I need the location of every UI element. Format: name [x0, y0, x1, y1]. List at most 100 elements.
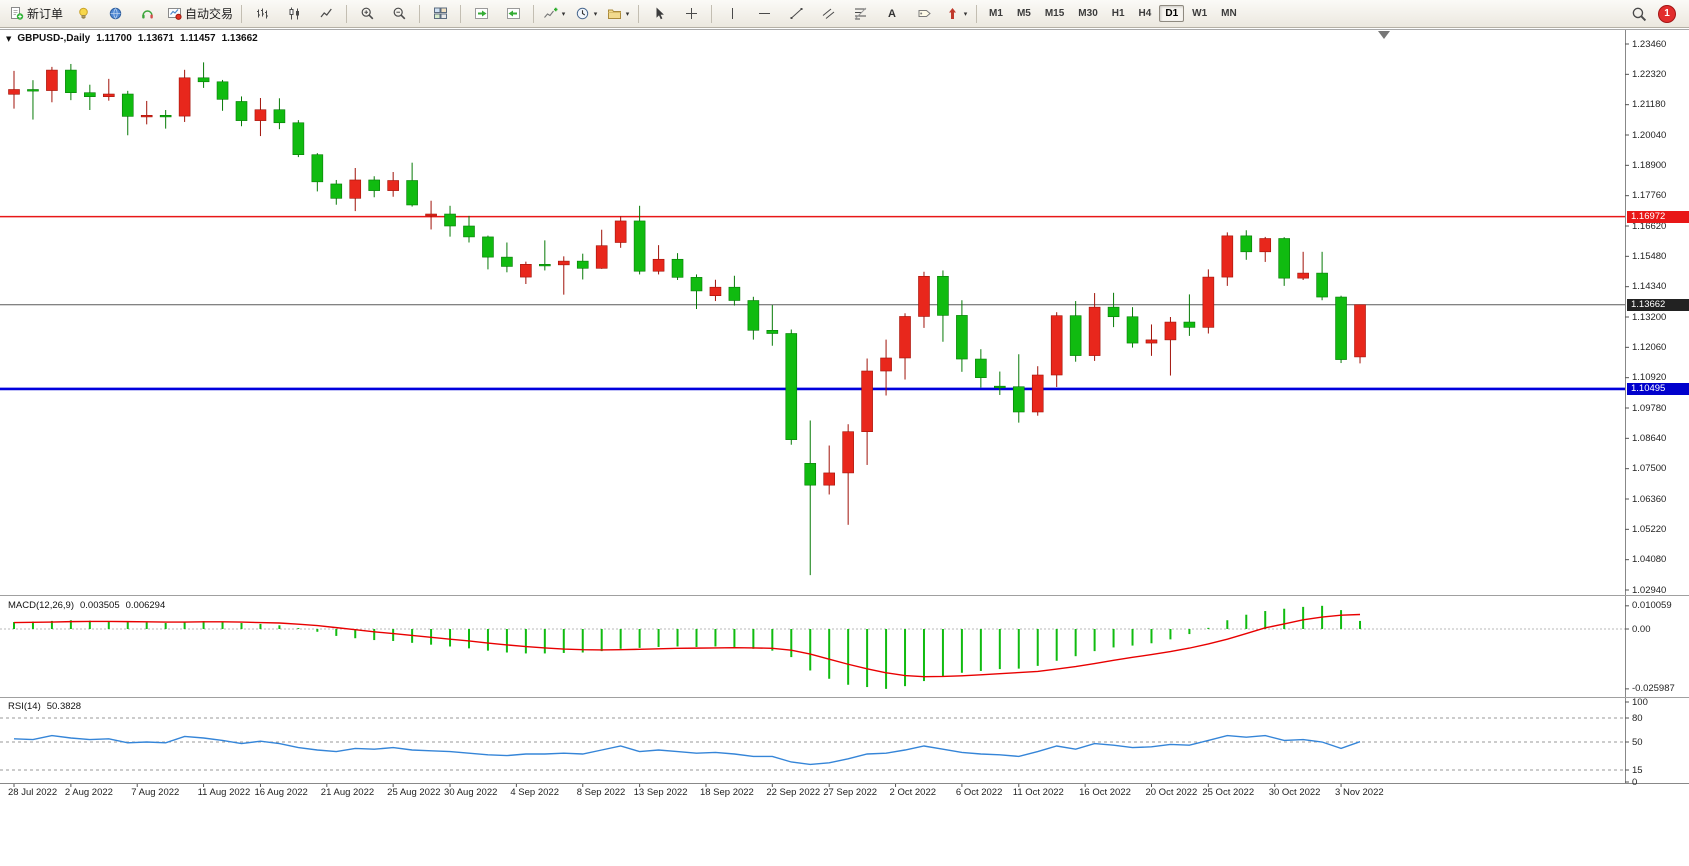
- timeframe-button-M15[interactable]: M15: [1044, 8, 1065, 19]
- label-button[interactable]: [908, 2, 940, 26]
- channel-button[interactable]: [812, 2, 844, 26]
- zoom-out-button[interactable]: [383, 2, 415, 26]
- bar-chart-icon: [256, 8, 268, 19]
- notification-badge[interactable]: 1: [1658, 4, 1676, 23]
- autoscroll-button[interactable]: [465, 2, 497, 26]
- rsi-value: 50.3828: [46, 701, 82, 712]
- folder-icon: [607, 9, 621, 19]
- candle: [1107, 306, 1120, 318]
- trendline-button[interactable]: [780, 2, 812, 26]
- candle: [709, 286, 722, 297]
- arrow-up-icon: [948, 8, 956, 19]
- label-tag-icon: [918, 10, 931, 17]
- candle: [216, 81, 229, 100]
- zoom-in-button[interactable]: [351, 2, 383, 26]
- autotrading-button[interactable]: 自动交易: [163, 2, 237, 26]
- timeframe-button-M1[interactable]: M1: [989, 8, 1003, 19]
- candle: [975, 358, 987, 378]
- toolbar-separator: [638, 4, 640, 23]
- candle: [842, 431, 854, 474]
- signals-button[interactable]: [131, 2, 163, 26]
- candle: [65, 69, 77, 93]
- horizontal-line-icon: [758, 13, 770, 14]
- timeframe-button-M30[interactable]: M30: [1078, 8, 1098, 19]
- timeframe-button-D1[interactable]: D1: [1159, 5, 1185, 22]
- lightbulb-icon: [78, 7, 88, 19]
- timeframe-button-M5[interactable]: M5: [1016, 8, 1031, 19]
- candle: [539, 264, 551, 267]
- candlestick-chart-icon: [289, 7, 299, 20]
- indicators-button[interactable]: ▾: [538, 2, 570, 26]
- candle: [1050, 315, 1063, 376]
- candle: [197, 77, 210, 83]
- autotrading-icon: [168, 8, 182, 20]
- chart-shift-button[interactable]: [497, 2, 529, 26]
- tile-windows-button[interactable]: [424, 2, 456, 26]
- periods-button[interactable]: ▾: [570, 2, 602, 26]
- search-icon: [1632, 7, 1647, 21]
- rsi-name: RSI(14): [8, 701, 41, 712]
- autoscroll-icon: [474, 8, 488, 19]
- toolbar-separator: [419, 4, 421, 23]
- macd-signal-value: 0.006294: [125, 600, 166, 611]
- horizontal-line-button[interactable]: [748, 2, 780, 26]
- open-value: 1.11700: [96, 33, 132, 44]
- crosshair-icon: [685, 8, 697, 19]
- line-chart-button[interactable]: [310, 2, 342, 26]
- candle: [652, 258, 665, 272]
- macd-name: MACD(12,26,9): [8, 600, 74, 611]
- tile-windows-icon: [433, 7, 447, 19]
- candle: [823, 472, 835, 486]
- close-value: 1.13662: [221, 33, 258, 44]
- search-button[interactable]: [1623, 2, 1655, 26]
- new-order-button[interactable]: 新订单: [5, 2, 67, 26]
- candle: [254, 109, 267, 121]
- candle: [785, 333, 798, 440]
- toolbar-separator: [346, 4, 348, 23]
- collapse-icon[interactable]: ▼: [6, 34, 12, 43]
- cursor-button[interactable]: [643, 2, 675, 26]
- text-tool-icon: A: [888, 7, 896, 20]
- candle: [1297, 272, 1309, 279]
- text-button[interactable]: A: [876, 2, 908, 26]
- clock-icon: [576, 7, 588, 20]
- timeframe-button-W1[interactable]: W1: [1192, 8, 1208, 19]
- candlestick-chart-button[interactable]: [278, 2, 310, 26]
- candle: [273, 109, 286, 124]
- candle: [1354, 304, 1366, 358]
- vertical-line-button[interactable]: [716, 2, 748, 26]
- candle: [46, 69, 58, 91]
- candle: [292, 122, 305, 155]
- chart-shift-marker[interactable]: [1378, 31, 1390, 39]
- macd-indicator-label: MACD(12,26,9) 0.003505 0.006294: [8, 600, 165, 611]
- timeframe-button-H1[interactable]: H1: [1111, 8, 1125, 19]
- timeframe-button-H4[interactable]: H4: [1138, 8, 1152, 19]
- trendline-icon: [790, 8, 803, 19]
- lightbulb-button[interactable]: [67, 2, 99, 26]
- candle: [520, 264, 532, 278]
- candle: [899, 316, 911, 359]
- candle: [27, 89, 39, 92]
- arrows-button[interactable]: ▾: [940, 2, 972, 26]
- macd-main-value: 0.003505: [80, 600, 120, 611]
- candle: [861, 370, 873, 432]
- community-button[interactable]: [99, 2, 131, 26]
- templates-button[interactable]: ▾: [602, 2, 634, 26]
- fibonacci-button[interactable]: [844, 2, 876, 26]
- candle: [102, 93, 115, 97]
- candle: [747, 300, 760, 331]
- autotrading-label: 自动交易: [185, 7, 234, 21]
- main-toolbar: 新订单 自动交易 ▾: [0, 0, 1689, 28]
- timeframe-button-MN[interactable]: MN: [1221, 8, 1237, 19]
- bar-chart-button[interactable]: [246, 2, 278, 26]
- chart-title: ▼ GBPUSD-,Daily 1.11700 1.13671 1.11457 …: [6, 33, 258, 44]
- candle: [1012, 386, 1025, 413]
- candle: [557, 260, 570, 266]
- candle: [804, 463, 817, 486]
- rsi-indicator-label: RSI(14) 50.3828: [8, 701, 81, 712]
- candle: [1183, 321, 1196, 328]
- candle: [311, 154, 324, 183]
- chart-shift-icon: [506, 8, 520, 19]
- crosshair-button[interactable]: [675, 2, 707, 26]
